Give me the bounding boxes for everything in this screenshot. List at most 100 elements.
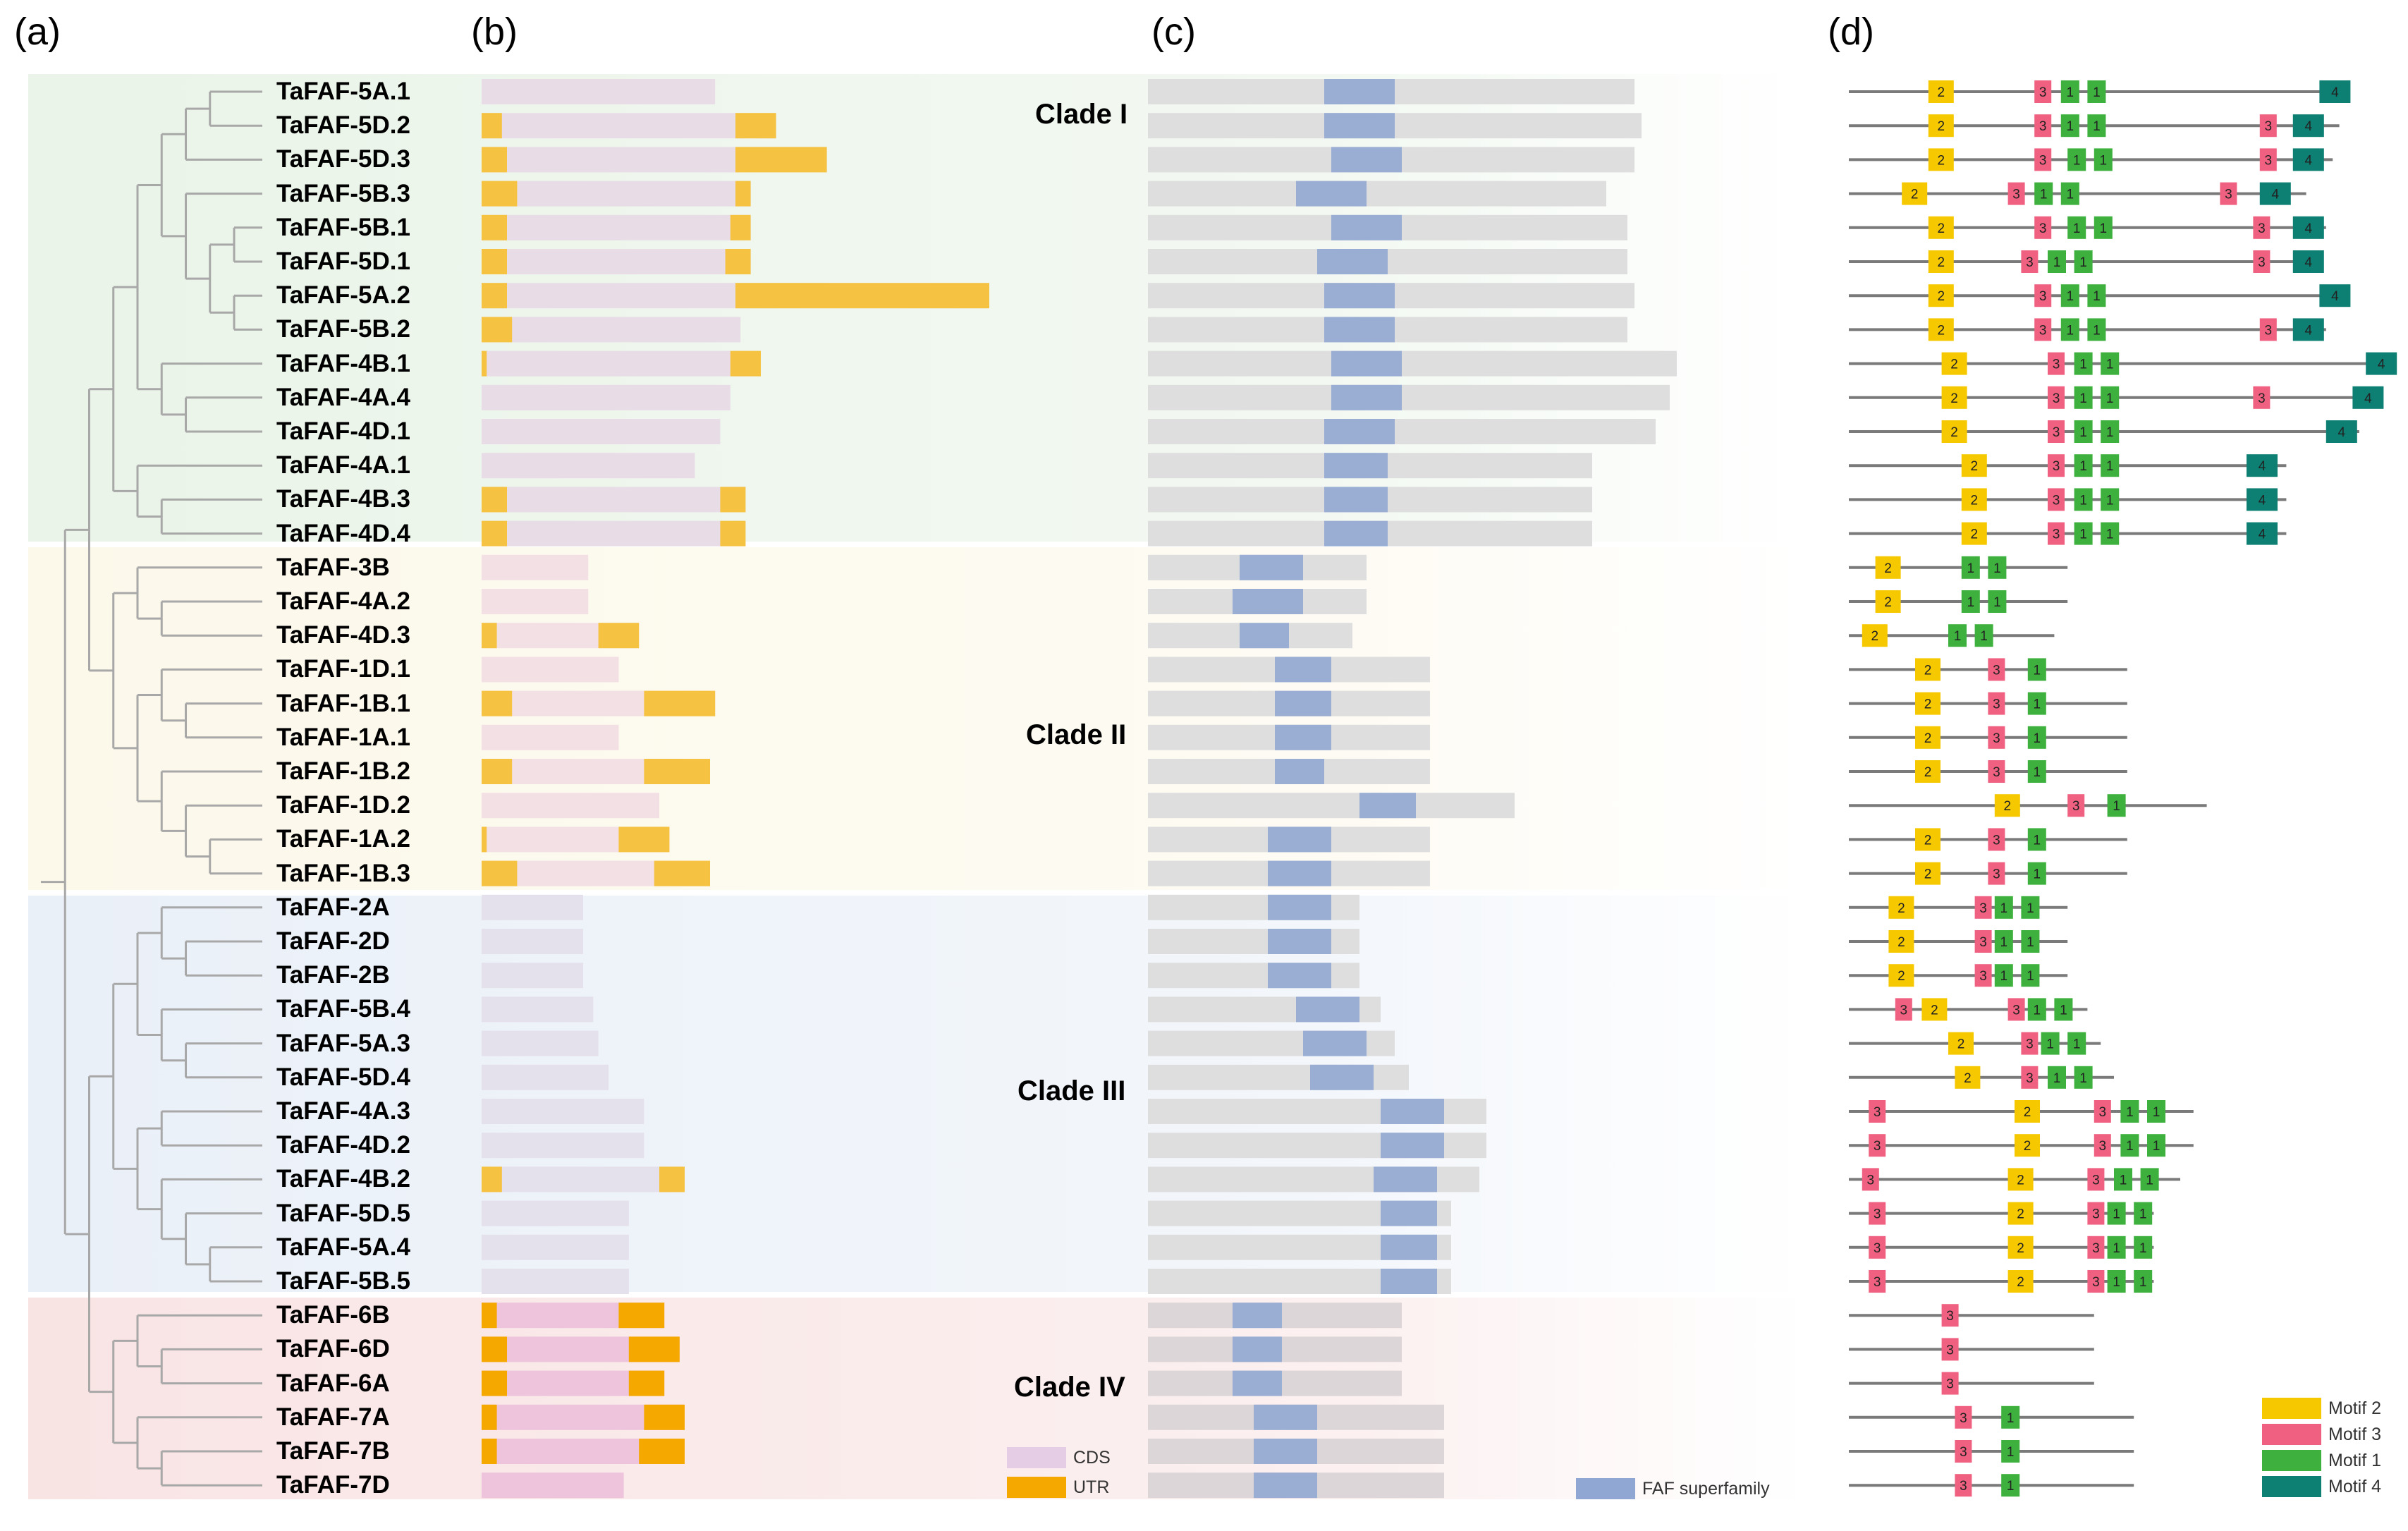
motif-1-label: 1 [1967,595,1975,610]
motif-1-box [2027,658,2046,681]
motif-4-label: 4 [2378,358,2385,372]
motif-1-box [2001,1440,2020,1463]
motif-1-label: 1 [2053,1071,2061,1086]
motif-2-box [2015,1100,2040,1123]
motif-3-label: 3 [2092,1207,2100,1222]
motif-1-label: 1 [2139,1241,2147,1256]
motif-3-box [2094,1134,2111,1157]
motif-1-box [2147,1134,2165,1157]
faf-domain [1240,623,1289,649]
legend-motif-3-label: Motif 3 [2328,1424,2382,1444]
motif-3-label: 3 [2053,493,2060,508]
utr3-bar [730,350,761,377]
motif-1-box [2027,726,2046,749]
motif-3-label: 3 [1946,1377,1954,1392]
legend-faf: FAF superfamily [1576,1478,1770,1499]
motif-1-label: 1 [2073,1037,2081,1052]
motif-1-label: 1 [2007,1411,2015,1426]
gene-label: TaFAF-1B.3 [276,859,410,887]
motif-1-box [2060,318,2079,341]
motif-1-box [2087,318,2106,341]
motif-2-label: 2 [1964,1071,1972,1086]
utr5-bar [482,487,507,513]
motif-1-box [2074,352,2093,375]
motif-1-box [2107,794,2126,817]
gene-label: TaFAF-5A.2 [276,281,410,310]
cds-bar [482,1234,629,1260]
motif-1-label: 1 [2106,391,2114,406]
panel-label-b: (b) [471,11,518,53]
motif-1-box [2001,1474,2020,1497]
motif-2-label: 2 [1938,323,1945,338]
utr5-bar [482,1303,497,1329]
motif-1-box [2074,1066,2093,1089]
gene-label: TaFAF-7B [276,1437,390,1465]
motif-1-box [2134,1236,2153,1259]
motif-1-box [2101,454,2120,477]
faf-domain [1275,690,1331,716]
panel-label-d: (d) [1828,11,1874,53]
motif-3-label: 3 [1979,969,1987,984]
motif-2-label: 2 [2017,1241,2024,1256]
motif-3-label: 3 [1874,1207,1881,1222]
motif-3-label: 3 [2092,1275,2100,1290]
motif-3-box [1974,964,1992,987]
motif-3-box [1869,1100,1886,1123]
motif-1-label: 1 [2079,391,2087,406]
motif-1-label: 1 [2034,1003,2041,1018]
legend-motif-4-label: Motif 4 [2328,1476,2382,1496]
motif-3-label: 3 [2053,459,2060,474]
motif-1-box [2147,1100,2165,1123]
faf-domain [1254,1472,1317,1499]
motif-1-label: 1 [2060,1003,2067,1018]
faf-domain [1268,827,1331,853]
motif-4-label: 4 [2305,153,2313,168]
motif-2-label: 2 [1897,935,1905,950]
motif-1-box [2120,1100,2139,1123]
motif-1-box [2074,454,2093,477]
legend-motif-2-swatch [2262,1398,2321,1419]
motif-2-box [1928,250,1954,273]
legend-motif-2: Motif 2 [2262,1398,2381,1419]
faf-domain [1324,487,1388,513]
gene-label: TaFAF-4B.2 [276,1165,410,1193]
motif-3-box [1988,726,2005,749]
motif-1-box [2140,1168,2159,1191]
motif-1-box [2101,386,2120,409]
motif-1-box [2094,148,2113,171]
gene-label: TaFAF-5B.5 [276,1267,410,1295]
motif-3-label: 3 [2053,425,2060,440]
motif-1-box [2021,964,2040,987]
utr3-bar [735,113,776,139]
motif-3-label: 3 [1946,1343,1954,1358]
protein-bar [1148,350,1677,377]
motif-1-label: 1 [2093,289,2101,304]
motif-3-box [2253,386,2271,409]
motif-1-box [2074,488,2093,511]
motif-3-box [2048,352,2065,375]
motif-1-label: 1 [2000,935,2008,950]
utr3-bar [618,1303,665,1329]
cds-bar [482,249,751,274]
motif-3-label: 3 [2039,289,2047,304]
clade-label-4: Clade IV [1014,1372,1125,1403]
cds-bar [482,1099,644,1124]
utr5-bar [482,759,513,784]
motif-1-label: 1 [2120,1173,2127,1188]
gene-label: TaFAF-5B.1 [276,213,410,241]
motif-1-label: 1 [2139,1207,2147,1222]
cds-bar [482,1133,644,1159]
motif-3-label: 3 [1874,1275,1881,1290]
motif-2-label: 2 [1938,153,1945,168]
motif-2-label: 2 [1924,867,1932,882]
faf-domain [1254,1439,1317,1464]
motif-3-box [1988,658,2005,681]
gene-label: TaFAF-4A.2 [276,587,410,615]
motif-2-box [1941,420,1967,443]
motif-1-box [1961,556,1980,579]
motif-4-box [2319,80,2351,103]
motif-1-label: 1 [2153,1105,2161,1120]
motif-3-box [2048,488,2065,511]
cds-bar [482,793,659,819]
